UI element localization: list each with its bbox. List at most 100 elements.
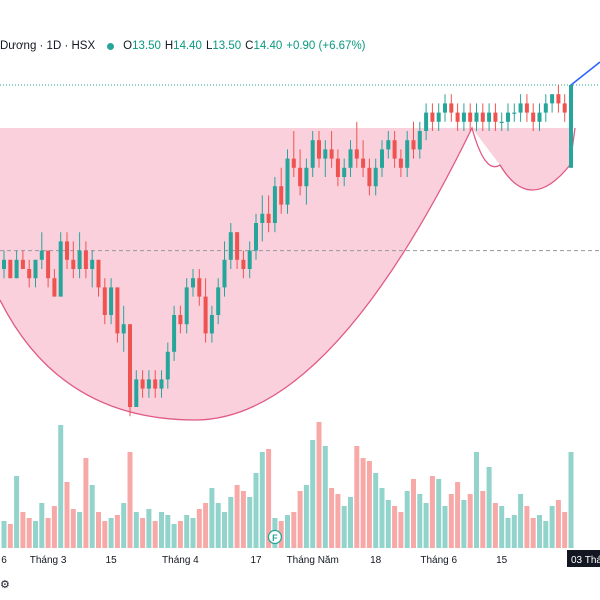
candle-body: [424, 112, 429, 131]
candle-body: [27, 269, 32, 279]
candle-body: [493, 112, 498, 122]
candle-body: [140, 379, 145, 389]
low-key: L: [205, 40, 213, 52]
high-key: H: [164, 40, 174, 52]
open-key: O: [123, 40, 133, 52]
volume-bar: [360, 458, 366, 548]
x-axis-label: 03 Tháng: [571, 555, 600, 566]
candle-body: [254, 223, 258, 251]
candle-body: [285, 158, 290, 205]
volume-bar: [354, 446, 360, 548]
candle-body: [153, 379, 158, 389]
volume-bar: [285, 515, 290, 548]
candle-body: [134, 379, 139, 407]
x-axis-label: Tháng 3: [30, 555, 67, 566]
symbol-header[interactable]: Dương · 1D · HSX: [0, 40, 96, 52]
settings-icon[interactable]: ⚙: [0, 579, 10, 591]
candle-body: [247, 250, 252, 269]
volume-bar: [253, 473, 259, 548]
x-axis-label: 6: [1, 555, 7, 566]
volume-bar: [26, 518, 32, 548]
candle-body: [550, 94, 555, 104]
x-axis-label: 15: [496, 555, 508, 566]
volume-bar: [373, 473, 379, 548]
candle-body: [329, 149, 334, 159]
candle-body: [562, 103, 567, 113]
close-key: C: [245, 40, 254, 52]
volume-bar: [537, 515, 542, 548]
status-dot-icon: [107, 42, 115, 50]
x-axis-label: 18: [370, 555, 382, 566]
candle-body: [83, 250, 88, 269]
candle-body: [109, 287, 114, 315]
volume-bar: [146, 509, 152, 548]
volume-bar: [429, 476, 435, 548]
volume-bar: [549, 506, 555, 548]
candle-body: [2, 259, 6, 269]
volume-bar: [215, 503, 221, 548]
candle-body: [77, 250, 82, 269]
close-value: 14.40: [253, 40, 283, 52]
candle-body: [14, 259, 19, 279]
candle-body: [480, 112, 485, 122]
volume-bar: [329, 488, 335, 548]
volume-bar: [33, 521, 38, 548]
candle-body: [90, 259, 95, 269]
volume-bar: [45, 518, 51, 548]
candle-body: [33, 259, 38, 279]
volume-bar: [70, 509, 76, 548]
volume-bar: [121, 503, 127, 548]
volume-bar: [14, 476, 20, 548]
volume-bar: [39, 503, 45, 548]
event-marker-icon[interactable]: [267, 529, 283, 545]
high-value: 14.40: [173, 40, 202, 52]
candle-body: [317, 140, 321, 159]
candle-body: [436, 112, 441, 122]
volume-bar: [190, 518, 196, 548]
candle-body: [159, 379, 164, 389]
volume-bar: [297, 491, 303, 548]
event-marker-label: F: [272, 533, 278, 543]
candle-body: [228, 232, 233, 260]
candle-body: [342, 167, 347, 177]
x-axis-label: Tháng Năm: [287, 555, 339, 566]
candle-body: [184, 287, 189, 325]
volume-bar: [209, 488, 215, 548]
x-axis-label: Tháng 4: [162, 555, 199, 566]
candle-body: [455, 112, 460, 122]
volume-bar: [562, 512, 568, 548]
volume-bar: [303, 485, 309, 548]
volume-bar: [492, 503, 498, 548]
candle-body: [468, 112, 473, 122]
volume-bar: [555, 500, 561, 548]
volume-bar: [442, 506, 448, 548]
volume-bar: [385, 500, 391, 548]
candle-body: [235, 232, 240, 260]
volume-bar: [184, 515, 190, 548]
x-axis-label: 15: [106, 555, 118, 566]
volume-bar: [392, 506, 398, 548]
volume-bar: [322, 446, 328, 548]
volume-bar: [530, 518, 536, 548]
volume-bar: [20, 512, 26, 548]
volume-bar: [448, 494, 454, 548]
volume-bar: [348, 497, 353, 548]
volume-bar: [196, 509, 202, 548]
volume-bar: [51, 506, 57, 548]
volume-bar: [171, 524, 177, 548]
candle-body: [52, 278, 57, 297]
volume-bar: [474, 452, 479, 548]
volume-bar: [58, 425, 64, 548]
candle-body: [367, 167, 372, 187]
candle-body: [20, 259, 25, 269]
candle-body: [461, 112, 466, 122]
volume-bar: [398, 512, 404, 548]
volume-bar: [486, 467, 492, 548]
low-value: 13.50: [212, 40, 242, 52]
candle-body: [203, 296, 208, 334]
candle-body: [531, 112, 536, 122]
volume-bar: [259, 452, 265, 548]
candle-body: [172, 315, 177, 352]
